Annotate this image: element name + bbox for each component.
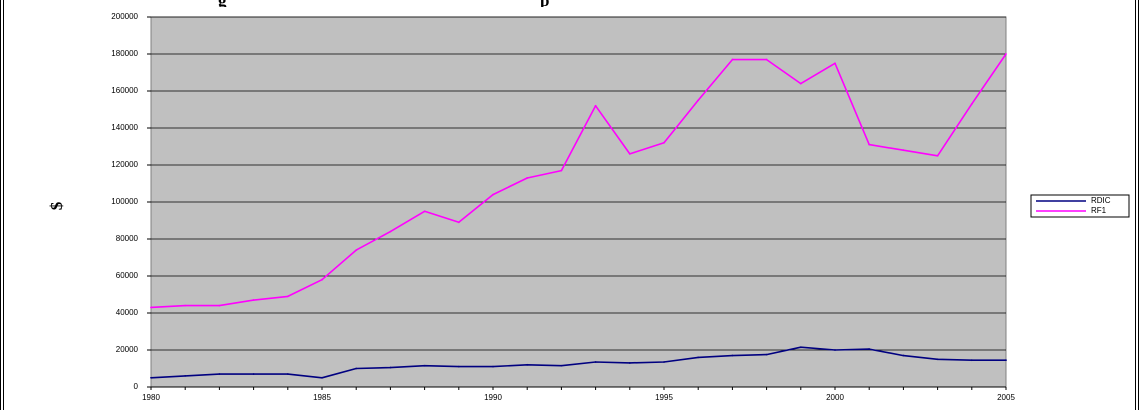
data-point-rf1-2005 <box>1005 53 1007 55</box>
data-point-rf1-1985 <box>321 278 323 281</box>
y-tick-label-8: 160000 <box>111 86 138 95</box>
data-point-rf1-1990 <box>492 193 494 196</box>
data-point-rdic-1984 <box>286 373 289 375</box>
series-line-rdic <box>150 346 1006 379</box>
x-axis-ticks: 1980 1985 1990 1995 2000 2005 <box>142 386 1015 402</box>
data-point-rf1-1995 <box>663 141 665 144</box>
data-point-rf1-1999 <box>799 82 802 85</box>
y-tick-label-6: 120000 <box>111 160 138 169</box>
data-point-rdic-1997 <box>731 354 734 357</box>
y-axis-label: $ <box>47 201 66 210</box>
data-point-rf1-1987 <box>389 230 392 233</box>
data-point-rdic-1995 <box>663 361 665 363</box>
data-point-rf1-1996 <box>697 99 700 102</box>
data-point-rf1-2001 <box>868 143 871 146</box>
y-tick-label-5: 100000 <box>111 197 138 206</box>
data-point-rdic-2004 <box>970 359 973 362</box>
data-point-rdic-1993 <box>594 361 597 363</box>
data-point-rf1-1991 <box>526 177 529 179</box>
data-point-rdic-2002 <box>902 354 905 357</box>
legend-box <box>1030 194 1130 218</box>
y-tick-label-9: 180000 <box>111 49 138 58</box>
y-axis-ticks: 0 20000 40000 60000 80000 100000 120000 140000 1… <box>111 12 151 391</box>
y-tick-label-0: 0 <box>134 382 139 391</box>
y-tick-label-10: 200000 <box>111 12 138 21</box>
data-point-rf1-1994 <box>628 153 631 155</box>
data-point-rf1-1988 <box>423 210 426 213</box>
data-point-rf1-1997 <box>731 58 734 61</box>
y-tick-label-7: 140000 <box>111 123 138 132</box>
data-point-rf1-2002 <box>902 149 905 152</box>
data-point-rdic-2001 <box>868 348 871 350</box>
data-point-rf1-2004 <box>970 103 973 105</box>
series-line-rf1 <box>150 53 1007 309</box>
data-point-rdic-1982 <box>218 373 221 375</box>
gridlines <box>151 16 1006 351</box>
data-point-rdic-2000 <box>834 349 836 351</box>
series-lines <box>150 53 1007 379</box>
y-tick-label-2: 40000 <box>116 308 139 317</box>
x-tick-label-1: 1985 <box>313 393 331 402</box>
legend-label-rdic: RDIC <box>1091 196 1111 205</box>
data-point-rdic-1998 <box>765 353 768 356</box>
data-point-rf1-1992 <box>560 169 563 172</box>
data-point-rf1-1993 <box>594 104 597 107</box>
data-point-rdic-1986 <box>355 367 358 370</box>
data-point-rdic-2005 <box>1005 359 1007 362</box>
data-point-rdic-1987 <box>389 366 392 369</box>
data-point-rf1-1998 <box>765 58 768 61</box>
y-tick-label-1: 20000 <box>116 345 139 354</box>
y-tick-label-4: 80000 <box>116 234 139 243</box>
data-point-rf1-1983 <box>252 299 255 301</box>
data-point-rdic-1983 <box>252 373 255 375</box>
data-point-rdic-1996 <box>697 356 700 359</box>
y-tick-label-3: 60000 <box>116 271 139 280</box>
data-point-rdic-1988 <box>423 364 426 367</box>
data-point-rdic-1981 <box>184 375 187 377</box>
data-point-rdic-1989 <box>457 365 460 368</box>
data-point-rdic-1999 <box>799 346 802 349</box>
x-tick-label-5: 2005 <box>997 393 1015 402</box>
legend-label-rf1: RF1 <box>1091 206 1107 215</box>
data-point-rf1-1989 <box>457 221 460 224</box>
data-point-rf1-2000 <box>834 62 836 65</box>
data-point-rdic-1991 <box>526 363 529 366</box>
data-point-rdic-2003 <box>936 358 939 361</box>
data-point-rf1-1986 <box>355 249 358 252</box>
data-point-rf1-2003 <box>936 154 939 157</box>
data-point-rf1-1982 <box>218 304 221 307</box>
x-tick-label-4: 2000 <box>826 393 844 402</box>
data-point-rdic-1992 <box>560 364 563 367</box>
data-point-rdic-1990 <box>492 365 494 368</box>
data-point-rf1-1984 <box>286 295 289 298</box>
data-point-rf1-1981 <box>184 304 187 307</box>
x-tick-label-0: 1980 <box>142 393 160 402</box>
data-point-rdic-1985 <box>321 376 323 379</box>
x-tick-label-2: 1990 <box>484 393 502 402</box>
data-point-rdic-1980 <box>150 376 152 379</box>
x-tick-label-3: 1995 <box>655 393 673 402</box>
data-point-rdic-1994 <box>628 362 631 364</box>
data-point-rf1-1980 <box>150 306 152 309</box>
